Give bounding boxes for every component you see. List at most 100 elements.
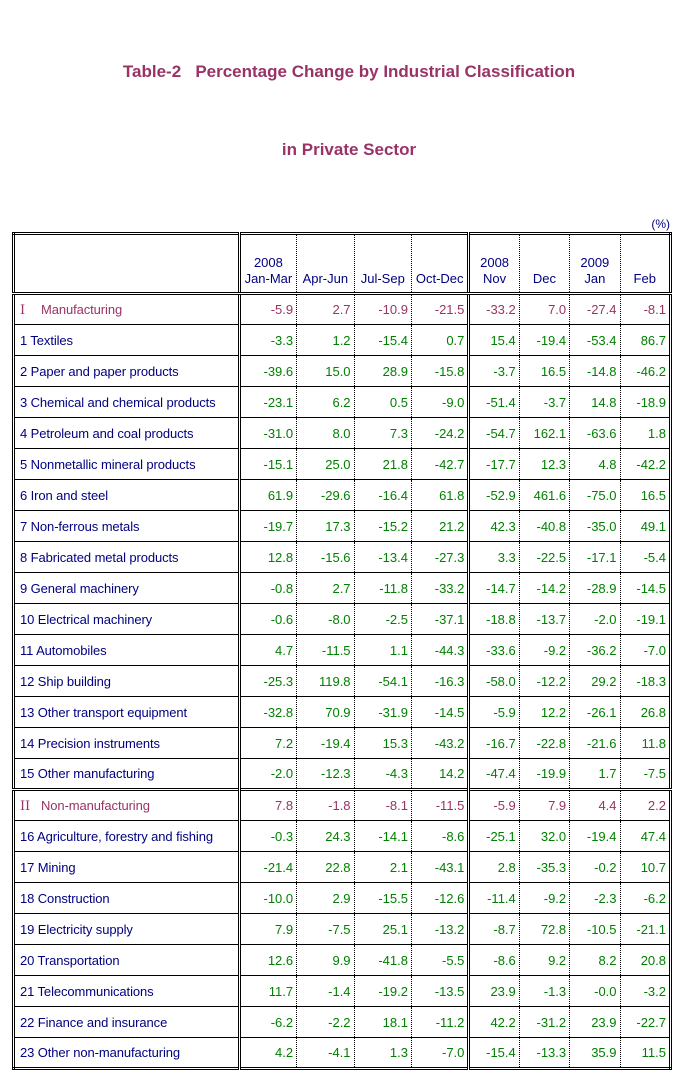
value-cell: 23.9 <box>569 1006 621 1038</box>
value-cell: 35.9 <box>569 1037 621 1069</box>
value-cell: 17.3 <box>296 510 355 542</box>
value-cell: -19.4 <box>569 820 621 852</box>
table-row: 13 Other transport equipment -32.8 70.9 -31… <box>13 696 671 728</box>
value-cell: 4.7 <box>237 634 297 666</box>
table-row: II Non-manufacturing 7.8 -1.8 -8.1 -11.5 -5.9 7… <box>13 789 671 821</box>
table-row: 3 Chemical and chemical products -23.1 6.2… <box>13 386 671 418</box>
value-cell: -19.4 <box>296 727 355 759</box>
table-row: 9 General machinery -0.8 2.7 -11.8 -33.2 -14.… <box>13 572 671 604</box>
value-cell: -51.4 <box>467 386 520 418</box>
col-header-2009-jan: 2009 Jan <box>569 233 621 295</box>
value-cell: -14.1 <box>353 820 412 852</box>
value-cell: 11.7 <box>237 975 297 1007</box>
value-cell: -43.2 <box>410 727 469 759</box>
value-cell: -22.7 <box>619 1006 671 1038</box>
data-table: 2008 Jan-Mar Apr-Jun Jul-Sep Oct-Dec 200… <box>12 232 672 1070</box>
value-cell: 1.1 <box>353 634 412 666</box>
value-cell: -63.6 <box>569 417 621 449</box>
col-header-jul-sep: Jul-Sep <box>353 233 412 295</box>
notes-label: (Note) <box>14 1078 62 1082</box>
value-cell: 25.0 <box>296 448 355 480</box>
value-cell: 10.7 <box>619 851 671 883</box>
value-cell: -12.2 <box>518 665 570 697</box>
value-cell: 7.0 <box>518 293 570 325</box>
value-cell: -2.3 <box>569 882 621 914</box>
value-cell: 4.4 <box>569 789 621 821</box>
value-cell: 15.0 <box>296 355 355 387</box>
value-cell: -5.9 <box>467 789 520 821</box>
value-cell: 1.2 <box>296 324 355 356</box>
row-label: 11 Automobiles <box>20 642 107 658</box>
table-row: 14 Precision instruments 7.2 -19.4 15.3 -43.… <box>13 727 671 759</box>
section-label: Manufacturing <box>41 301 123 317</box>
value-cell: 12.6 <box>237 944 297 976</box>
row-label: 3 Chemical and chemical products <box>20 394 216 410</box>
value-cell: -13.2 <box>410 913 469 945</box>
value-cell: -52.9 <box>467 479 520 511</box>
value-cell: -27.4 <box>569 293 621 325</box>
section-numeral: I <box>20 302 26 318</box>
value-cell: 16.5 <box>518 355 570 387</box>
row-label: II Non-manufacturing <box>14 790 240 821</box>
row-label: 21 Telecommunications <box>20 983 154 999</box>
value-cell: 7.2 <box>237 727 297 759</box>
value-cell: -47.4 <box>467 758 520 790</box>
value-cell: 12.2 <box>518 696 570 728</box>
value-cell: -44.3 <box>410 634 469 666</box>
value-cell: -46.2 <box>619 355 671 387</box>
value-cell: -8.1 <box>619 293 671 325</box>
value-cell: -39.6 <box>237 355 297 387</box>
row-label: 5 Nonmetallic mineral products <box>20 456 196 472</box>
value-cell: -41.8 <box>353 944 412 976</box>
table-row: 23 Other non-manufacturing 4.2 -4.1 1.3 -7.0… <box>13 1037 671 1069</box>
value-cell: -6.2 <box>619 882 671 914</box>
value-cell: 14.8 <box>569 386 621 418</box>
value-cell: -43.1 <box>410 851 469 883</box>
value-cell: -7.0 <box>619 634 671 666</box>
value-cell: -21.5 <box>410 293 469 325</box>
value-cell: 9.2 <box>518 944 570 976</box>
row-label: 9 General machinery <box>20 580 139 596</box>
value-cell: 7.3 <box>353 417 412 449</box>
value-cell: -35.0 <box>569 510 621 542</box>
value-cell: -18.9 <box>619 386 671 418</box>
value-cell: -37.1 <box>410 603 469 635</box>
value-cell: -5.5 <box>410 944 469 976</box>
row-label: 7 Non-ferrous metals <box>20 518 140 534</box>
value-cell: -18.3 <box>619 665 671 697</box>
row-label: 19 Electricity supply <box>20 921 133 937</box>
value-cell: 61.9 <box>237 479 297 511</box>
value-cell: -19.7 <box>237 510 297 542</box>
title-line1: Table-2 Percentage Change by Industrial … <box>122 62 576 81</box>
value-cell: 21.2 <box>410 510 469 542</box>
col-header-period: Jul-Sep <box>360 271 405 286</box>
value-cell: 1.8 <box>619 417 671 449</box>
row-label: 2 Paper and paper products <box>20 363 179 379</box>
value-cell: -14.7 <box>467 572 520 604</box>
col-header-2008-nov: 2008 Nov <box>467 233 520 295</box>
row-label: 16 Agriculture, forestry and fishing <box>20 828 213 844</box>
value-cell: -4.3 <box>353 758 412 790</box>
value-cell: 26.8 <box>619 696 671 728</box>
value-cell: -10.5 <box>569 913 621 945</box>
value-cell: -17.7 <box>467 448 520 480</box>
value-cell: -31.9 <box>353 696 412 728</box>
table-row: 15 Other manufacturing -2.0 -12.3 -4.3 14.2-… <box>13 758 671 790</box>
table-row: 7 Non-ferrous metals -19.7 17.3 -15.2 21.2 42… <box>13 510 671 542</box>
note-item: 1.Percentage change from previous quarte… <box>62 1078 571 1082</box>
value-cell: -27.3 <box>410 541 469 573</box>
value-cell: 18.1 <box>353 1006 412 1038</box>
value-cell: 29.2 <box>569 665 621 697</box>
value-cell: 12.3 <box>518 448 570 480</box>
col-header-period: Jan-Mar <box>244 271 293 286</box>
value-cell: -0.2 <box>569 851 621 883</box>
table-row: 12 Ship building -25.3 119.8 -54.1 -16.3 -58.… <box>13 665 671 697</box>
value-cell: -11.8 <box>353 572 412 604</box>
value-cell: -9.2 <box>518 882 570 914</box>
value-cell: 22.8 <box>296 851 355 883</box>
value-cell: 6.2 <box>296 386 355 418</box>
value-cell: -5.9 <box>467 696 520 728</box>
value-cell: -5.9 <box>237 293 297 325</box>
table-row: 18 Construction -10.0 2.9 -15.5 -12.6 -11.4 -9… <box>13 882 671 914</box>
table-header-row: 2008 Jan-Mar Apr-Jun Jul-Sep Oct-Dec 200… <box>13 233 671 295</box>
